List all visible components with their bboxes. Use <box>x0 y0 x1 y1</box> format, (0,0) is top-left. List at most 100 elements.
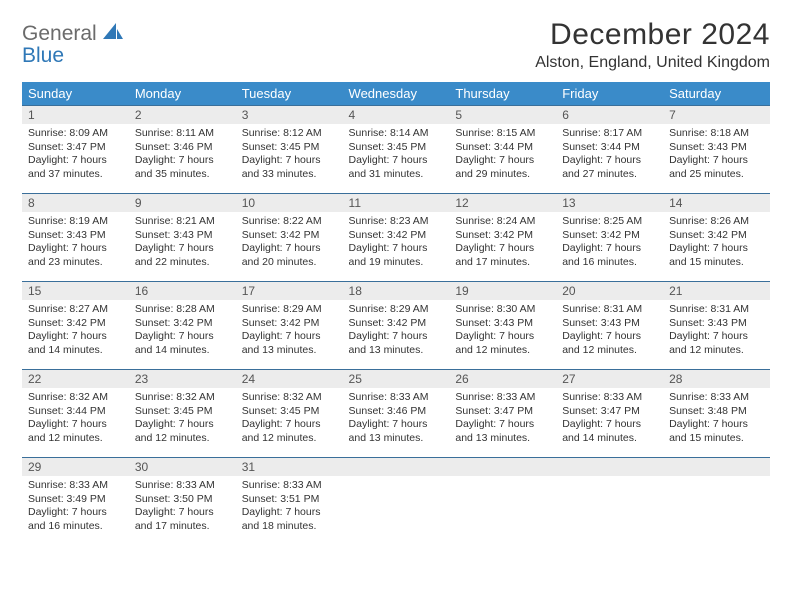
calendar-day-cell: 27Sunrise: 8:33 AMSunset: 3:47 PMDayligh… <box>556 369 663 457</box>
daylight-line: and 29 minutes. <box>455 168 550 182</box>
day-body: Sunrise: 8:22 AMSunset: 3:42 PMDaylight:… <box>236 212 343 276</box>
sunrise-line: Sunrise: 8:33 AM <box>455 391 550 405</box>
calendar-day-cell: 22Sunrise: 8:32 AMSunset: 3:44 PMDayligh… <box>22 369 129 457</box>
daylight-line: Daylight: 7 hours <box>28 154 123 168</box>
daylight-line: Daylight: 7 hours <box>669 330 764 344</box>
daylight-line: and 15 minutes. <box>669 432 764 446</box>
day-body: Sunrise: 8:32 AMSunset: 3:45 PMDaylight:… <box>129 388 236 452</box>
sunset-line: Sunset: 3:51 PM <box>242 493 337 507</box>
day-number: 2 <box>129 105 236 124</box>
sunrise-line: Sunrise: 8:09 AM <box>28 127 123 141</box>
daylight-line: Daylight: 7 hours <box>242 418 337 432</box>
day-number: 1 <box>22 105 129 124</box>
day-body: Sunrise: 8:33 AMSunset: 3:46 PMDaylight:… <box>343 388 450 452</box>
daylight-line: Daylight: 7 hours <box>349 242 444 256</box>
day-number-empty <box>663 457 770 476</box>
sunset-line: Sunset: 3:43 PM <box>455 317 550 331</box>
daylight-line: Daylight: 7 hours <box>242 506 337 520</box>
day-number-empty <box>343 457 450 476</box>
daylight-line: Daylight: 7 hours <box>242 330 337 344</box>
sunset-line: Sunset: 3:49 PM <box>28 493 123 507</box>
sunrise-line: Sunrise: 8:18 AM <box>669 127 764 141</box>
daylight-line: Daylight: 7 hours <box>562 154 657 168</box>
day-number-empty <box>449 457 556 476</box>
calendar-day-cell: 23Sunrise: 8:32 AMSunset: 3:45 PMDayligh… <box>129 369 236 457</box>
calendar-day-cell: 21Sunrise: 8:31 AMSunset: 3:43 PMDayligh… <box>663 281 770 369</box>
sunset-line: Sunset: 3:44 PM <box>455 141 550 155</box>
day-body: Sunrise: 8:33 AMSunset: 3:51 PMDaylight:… <box>236 476 343 540</box>
sunrise-line: Sunrise: 8:32 AM <box>242 391 337 405</box>
daylight-line: Daylight: 7 hours <box>135 506 230 520</box>
sunset-line: Sunset: 3:45 PM <box>242 405 337 419</box>
day-body: Sunrise: 8:29 AMSunset: 3:42 PMDaylight:… <box>343 300 450 364</box>
sunrise-line: Sunrise: 8:32 AM <box>28 391 123 405</box>
calendar-week-row: 8Sunrise: 8:19 AMSunset: 3:43 PMDaylight… <box>22 193 770 281</box>
day-number: 17 <box>236 281 343 300</box>
calendar-body: 1 Sunrise: 8:09 AM Sunset: 3:47 PM Daylight… <box>22 105 770 545</box>
sunset-line: Sunset: 3:46 PM <box>135 141 230 155</box>
calendar-week-row: 22Sunrise: 8:32 AMSunset: 3:44 PMDayligh… <box>22 369 770 457</box>
sunrise-line: Sunrise: 8:17 AM <box>562 127 657 141</box>
daylight-line: Daylight: 7 hours <box>135 154 230 168</box>
calendar-day-cell: 16Sunrise: 8:28 AMSunset: 3:42 PMDayligh… <box>129 281 236 369</box>
calendar-day-cell: 8Sunrise: 8:19 AMSunset: 3:43 PMDaylight… <box>22 193 129 281</box>
day-body: Sunrise: 8:26 AMSunset: 3:42 PMDaylight:… <box>663 212 770 276</box>
weekday-header: Thursday <box>449 82 556 105</box>
calendar-day-cell: 24 Sunrise: 8:32 AMSunset: 3:45 PMDayligh… <box>236 369 343 457</box>
daylight-line: and 20 minutes. <box>242 256 337 270</box>
sunrise-line: Sunrise: 8:23 AM <box>349 215 444 229</box>
daylight-line: Daylight: 7 hours <box>28 506 123 520</box>
sunrise-line: Sunrise: 8:24 AM <box>455 215 550 229</box>
calendar-day-cell: 15Sunrise: 8:27 AMSunset: 3:42 PMDayligh… <box>22 281 129 369</box>
calendar-day-cell: 3Sunrise: 8:12 AMSunset: 3:45 PMDaylight… <box>236 105 343 193</box>
daylight-line: and 35 minutes. <box>135 168 230 182</box>
sunrise-line: Sunrise: 8:25 AM <box>562 215 657 229</box>
calendar-day-cell <box>663 457 770 545</box>
calendar-day-cell: 26Sunrise: 8:33 AMSunset: 3:47 PMDayligh… <box>449 369 556 457</box>
calendar-day-cell: 31Sunrise: 8:33 AMSunset: 3:51 PMDayligh… <box>236 457 343 545</box>
calendar-day-cell: 30 Sunrise: 8:33 AMSunset: 3:50 PMDayligh… <box>129 457 236 545</box>
daylight-line: Daylight: 7 hours <box>669 154 764 168</box>
calendar-day-cell: 13Sunrise: 8:25 AMSunset: 3:42 PMDayligh… <box>556 193 663 281</box>
sunset-line: Sunset: 3:44 PM <box>562 141 657 155</box>
sunset-line: Sunset: 3:48 PM <box>669 405 764 419</box>
day-number: 24 <box>236 369 343 388</box>
calendar-day-cell: 1Sunrise: 8:09 AMSunset: 3:47 PMDaylight… <box>22 105 129 193</box>
daylight-line: and 31 minutes. <box>349 168 444 182</box>
daylight-line: and 17 minutes. <box>455 256 550 270</box>
sunrise-line: Sunrise: 8:29 AM <box>349 303 444 317</box>
calendar-day-cell: 19Sunrise: 8:30 AMSunset: 3:43 PMDayligh… <box>449 281 556 369</box>
day-body: Sunrise: 8:23 AMSunset: 3:42 PMDaylight:… <box>343 212 450 276</box>
weekday-header: Saturday <box>663 82 770 105</box>
daylight-line: Daylight: 7 hours <box>669 242 764 256</box>
day-number: 27 <box>556 369 663 388</box>
sunset-line: Sunset: 3:43 PM <box>28 229 123 243</box>
daylight-line: and 14 minutes. <box>562 432 657 446</box>
day-number: 30 <box>129 457 236 476</box>
sunrise-line: Sunrise: 8:12 AM <box>242 127 337 141</box>
weekday-header: Monday <box>129 82 236 105</box>
daylight-line: and 13 minutes. <box>349 344 444 358</box>
day-body: Sunrise: 8:33 AMSunset: 3:48 PMDaylight:… <box>663 388 770 452</box>
calendar-day-cell: 25Sunrise: 8:33 AMSunset: 3:46 PMDayligh… <box>343 369 450 457</box>
sunrise-line: Sunrise: 8:33 AM <box>135 479 230 493</box>
daylight-line: and 13 minutes. <box>242 344 337 358</box>
daylight-line: and 19 minutes. <box>349 256 444 270</box>
daylight-line: Daylight: 7 hours <box>242 242 337 256</box>
daylight-line: and 25 minutes. <box>669 168 764 182</box>
daylight-line: and 12 minutes. <box>28 432 123 446</box>
sunrise-line: Sunrise: 8:27 AM <box>28 303 123 317</box>
sunset-line: Sunset: 3:42 PM <box>242 229 337 243</box>
daylight-line: and 37 minutes. <box>28 168 123 182</box>
day-number: 5 <box>449 105 556 124</box>
daylight-line: and 16 minutes. <box>562 256 657 270</box>
day-body: Sunrise: 8:11 AMSunset: 3:46 PMDaylight:… <box>129 124 236 188</box>
sunset-line: Sunset: 3:47 PM <box>455 405 550 419</box>
sunrise-line: Sunrise: 8:33 AM <box>669 391 764 405</box>
day-number: 12 <box>449 193 556 212</box>
sunset-line: Sunset: 3:50 PM <box>135 493 230 507</box>
daylight-line: Daylight: 7 hours <box>562 330 657 344</box>
day-body: Sunrise: 8:18 AMSunset: 3:43 PMDaylight:… <box>663 124 770 188</box>
daylight-line: Daylight: 7 hours <box>242 154 337 168</box>
calendar-week-row: 1Sunrise: 8:09 AMSunset: 3:47 PMDaylight… <box>22 105 770 193</box>
